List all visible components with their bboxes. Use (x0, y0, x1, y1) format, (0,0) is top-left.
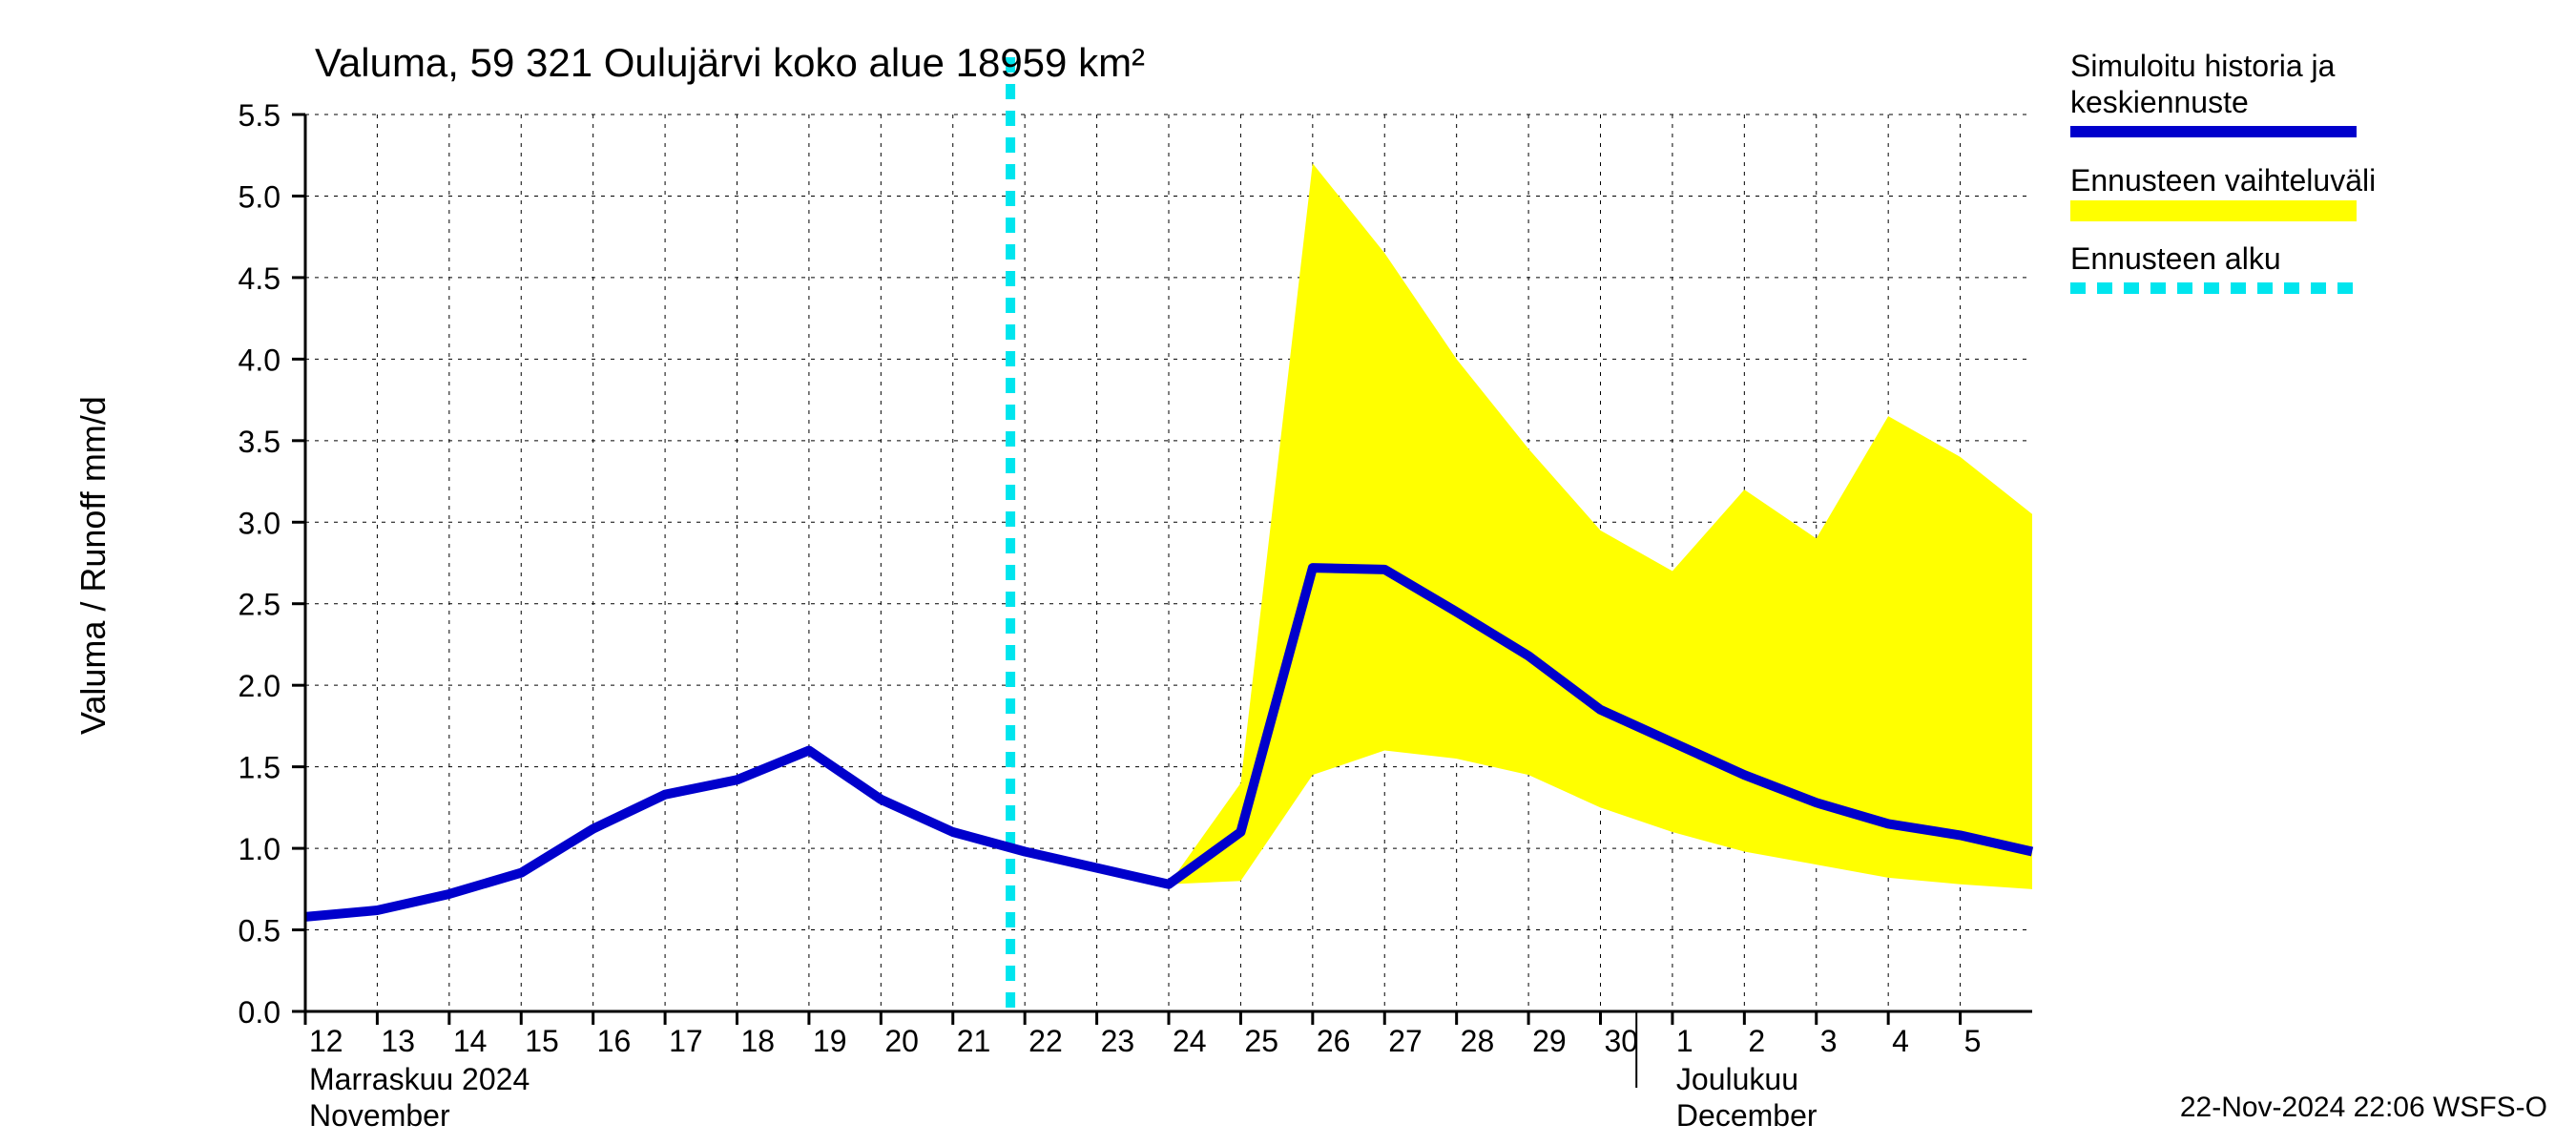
y-tick-label: 4.0 (239, 343, 280, 377)
x-tick-label: 19 (813, 1024, 847, 1058)
y-tick-label: 0.0 (239, 995, 280, 1030)
y-tick-label: 1.0 (239, 832, 280, 866)
y-tick-label: 5.5 (239, 98, 280, 133)
chart-title: Valuma, 59 321 Oulujärvi koko alue 18959… (315, 40, 1145, 85)
x-tick-label: 5 (1964, 1024, 1982, 1058)
x-tick-label: 2 (1748, 1024, 1765, 1058)
x-tick-label: 1 (1676, 1024, 1693, 1058)
x-tick-label: 28 (1461, 1024, 1495, 1058)
legend-label: Ennusteen vaihteluväli (2070, 163, 2376, 198)
month-label: Joulukuu (1676, 1062, 1798, 1096)
x-tick-label: 16 (597, 1024, 632, 1058)
legend-label: keskiennuste (2070, 85, 2249, 119)
x-tick-label: 14 (453, 1024, 488, 1058)
x-tick-label: 21 (957, 1024, 991, 1058)
legend-swatch-area (2070, 200, 2357, 221)
x-tick-label: 24 (1173, 1024, 1207, 1058)
month-label: Marraskuu 2024 (309, 1062, 530, 1096)
chart-svg: 0.00.51.01.52.02.53.03.54.04.55.05.51213… (0, 0, 2576, 1145)
x-tick-label: 4 (1892, 1024, 1909, 1058)
month-label: November (309, 1098, 450, 1133)
x-tick-label: 30 (1605, 1024, 1639, 1058)
chart-container: 0.00.51.01.52.02.53.03.54.04.55.05.51213… (0, 0, 2576, 1145)
y-tick-label: 2.5 (239, 588, 280, 622)
y-tick-label: 4.5 (239, 261, 280, 296)
x-tick-label: 22 (1028, 1024, 1063, 1058)
month-label: December (1676, 1098, 1818, 1133)
x-tick-label: 20 (884, 1024, 919, 1058)
x-tick-label: 23 (1101, 1024, 1135, 1058)
legend-label: Simuloitu historia ja (2070, 49, 2336, 83)
x-tick-label: 15 (525, 1024, 559, 1058)
x-tick-label: 3 (1820, 1024, 1838, 1058)
x-tick-label: 25 (1244, 1024, 1278, 1058)
y-tick-label: 3.5 (239, 425, 280, 459)
x-tick-label: 27 (1388, 1024, 1423, 1058)
y-tick-label: 2.0 (239, 669, 280, 703)
x-tick-label: 12 (309, 1024, 343, 1058)
legend-label: Ennusteen alku (2070, 241, 2281, 276)
y-tick-label: 0.5 (239, 914, 280, 948)
y-tick-label: 5.0 (239, 179, 280, 214)
y-tick-label: 3.0 (239, 506, 280, 540)
x-tick-label: 13 (381, 1024, 415, 1058)
x-tick-label: 29 (1532, 1024, 1567, 1058)
x-tick-label: 18 (741, 1024, 776, 1058)
y-axis-label: Valuma / Runoff mm/d (73, 396, 113, 735)
x-tick-label: 26 (1317, 1024, 1351, 1058)
timestamp: 22-Nov-2024 22:06 WSFS-O (2180, 1092, 2547, 1123)
x-tick-label: 17 (669, 1024, 703, 1058)
y-tick-label: 1.5 (239, 751, 280, 785)
